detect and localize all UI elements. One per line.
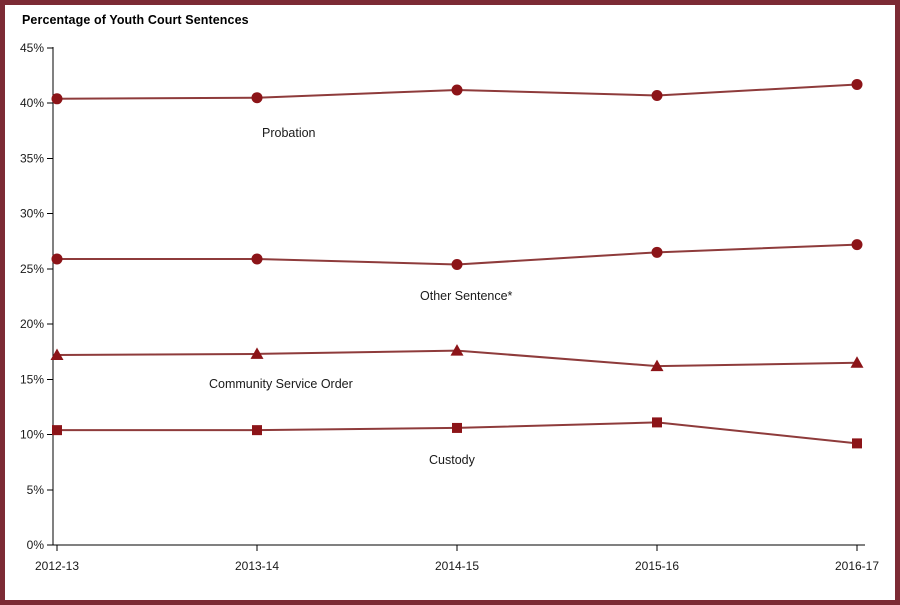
probation-marker: [651, 89, 663, 101]
other-sentence-marker: [851, 239, 863, 251]
probation-marker: [51, 93, 63, 105]
custody-marker: [52, 425, 62, 436]
x-tick-label: 2016-17: [835, 559, 879, 573]
y-tick-label: 5%: [27, 483, 45, 497]
probation-marker: [251, 92, 263, 104]
y-tick-label: 10%: [20, 428, 44, 442]
y-tick-label: 45%: [20, 41, 44, 55]
x-tick-label: 2013-14: [235, 559, 279, 573]
custody-marker: [652, 417, 662, 428]
y-tick-label: 35%: [20, 151, 44, 165]
community-service-order-marker: [850, 356, 864, 368]
line-chart: 0% 5% 10% 15% 20% 25% 30% 35% 40% 45% 2012-13 2013-…: [20, 41, 879, 573]
y-tick-label: 40%: [20, 96, 44, 110]
chart-title: Percentage of Youth Court Sentences: [22, 13, 249, 27]
x-tick-label: 2012-13: [35, 559, 79, 573]
y-tick-label: 30%: [20, 207, 44, 221]
other-sentence-marker: [651, 246, 663, 258]
series-label-probation: Probation: [262, 126, 316, 140]
y-tick-label: 20%: [20, 317, 44, 331]
x-tick-label: 2014-15: [435, 559, 479, 573]
community-service-order-marker: [250, 347, 264, 359]
y-tick-label: 0%: [27, 538, 45, 552]
series-label-other-sentence: Other Sentence*: [420, 289, 513, 303]
other-sentence-marker: [51, 253, 63, 265]
probation-marker: [451, 84, 463, 96]
custody-marker: [252, 425, 262, 436]
community-service-order-marker: [450, 344, 464, 356]
custody-marker: [852, 438, 862, 449]
x-tick-label: 2015-16: [635, 559, 679, 573]
custody-marker: [452, 422, 462, 433]
community-service-order-marker: [50, 348, 64, 361]
community-service-order-marker: [650, 359, 664, 372]
probation-marker: [851, 78, 863, 90]
other-sentence-marker: [451, 258, 463, 270]
y-tick-label: 25%: [20, 262, 44, 276]
other-sentence-marker: [251, 253, 263, 265]
y-tick-label: 15%: [20, 372, 44, 386]
series-label-custody: Custody: [429, 453, 475, 467]
series-label-community-service-order: Community Service Order: [209, 377, 353, 391]
